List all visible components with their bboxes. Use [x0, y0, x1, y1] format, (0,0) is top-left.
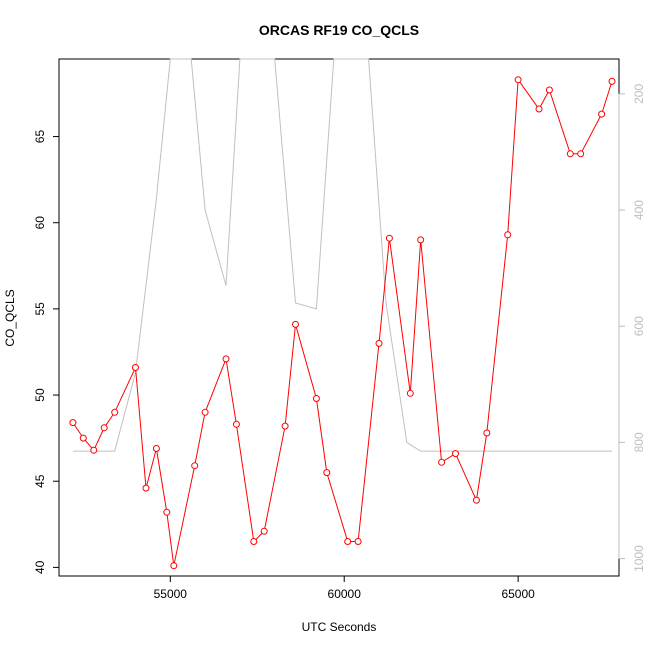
x-axis-label: UTC Seconds: [302, 620, 377, 634]
data-point: [292, 320, 299, 328]
data-point: [375, 339, 383, 347]
data-point: [566, 150, 574, 158]
x-tick-label: 60000: [328, 587, 362, 601]
series-layer: [69, 58, 616, 570]
data-point: [312, 395, 320, 402]
data-point: [577, 150, 585, 158]
data-point: [472, 496, 480, 504]
y2-tick-label: 1000: [632, 545, 646, 572]
data-point: [163, 508, 171, 516]
data-point: [260, 527, 268, 535]
data-point: [452, 450, 459, 458]
y-axis: 40 45 50 55 60 65: [33, 130, 60, 574]
data-point: [111, 408, 119, 416]
y2-tick-label: 800: [632, 432, 646, 452]
data-point: [132, 364, 139, 371]
secondary-series-line: [72, 58, 612, 452]
y-tick-label: 60: [33, 216, 47, 230]
data-point: [79, 434, 87, 442]
data-point: [191, 462, 199, 470]
data-point: [90, 446, 98, 454]
data-point: [232, 420, 240, 428]
data-point: [608, 77, 616, 85]
data-point: [514, 76, 522, 84]
data-point: [535, 105, 543, 113]
data-point: [483, 429, 491, 437]
x-tick-label: 65000: [501, 587, 535, 601]
y-tick-label: 40: [33, 560, 47, 574]
y-tick-label: 50: [33, 388, 47, 402]
x-tick-label: 55000: [154, 587, 188, 601]
data-point: [406, 389, 414, 397]
data-point: [142, 484, 150, 492]
data-point: [504, 231, 512, 239]
data-point: [69, 419, 77, 427]
x-axis: 55000 60000 65000: [154, 575, 535, 601]
data-point: [344, 538, 352, 545]
data-point: [545, 86, 553, 94]
y-tick-label: 45: [33, 474, 47, 488]
data-point: [281, 422, 289, 430]
data-point: [100, 424, 108, 432]
y2-tick-label: 200: [632, 84, 646, 104]
data-point: [152, 445, 160, 452]
series-line: [72, 78, 613, 566]
data-point: [201, 408, 209, 416]
data-point: [417, 236, 425, 244]
data-point: [250, 538, 258, 545]
y2-tick-label: 400: [632, 200, 646, 220]
data-point: [170, 562, 178, 570]
y-tick-label: 65: [33, 130, 47, 144]
data-point: [385, 234, 393, 242]
y2-tick-label: 600: [632, 316, 646, 336]
data-point: [222, 355, 230, 363]
chart-title: ORCAS RF19 CO_QCLS: [259, 22, 419, 38]
secondary-y-axis: 200 400 600 800 1000: [618, 84, 646, 572]
y-axis-label: CO_QCLS: [3, 289, 17, 346]
data-point: [323, 469, 331, 477]
data-point: [438, 458, 446, 466]
plot-frame: [58, 58, 620, 577]
data-point: [598, 110, 606, 118]
y-tick-label: 55: [33, 302, 47, 316]
data-point: [354, 538, 362, 545]
